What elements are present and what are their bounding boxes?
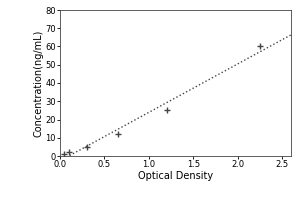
Y-axis label: Concentration(ng/mL): Concentration(ng/mL) — [34, 29, 44, 137]
X-axis label: Optical Density: Optical Density — [138, 171, 213, 181]
